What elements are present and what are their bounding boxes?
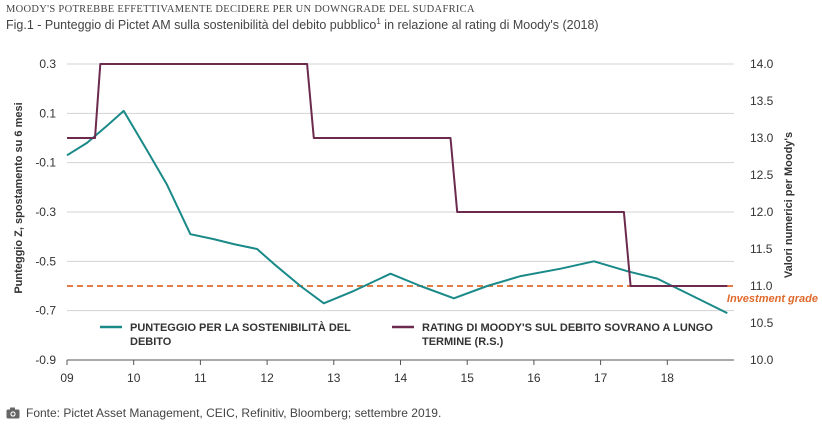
footnote-marker: 1 bbox=[376, 17, 381, 26]
y2-tick-label: 12.0 bbox=[750, 205, 774, 219]
y-tick-label: -0.3 bbox=[35, 205, 56, 219]
y2-tick-label: 11.0 bbox=[750, 279, 773, 293]
y2-tick-label: 14.0 bbox=[750, 57, 774, 71]
gridlines bbox=[67, 63, 734, 361]
x-tick-label: 17 bbox=[594, 371, 608, 385]
series-line-2 bbox=[67, 63, 728, 287]
camera-icon bbox=[6, 407, 20, 419]
y-axis-title: Punteggio Z, spostamento su 6 mesi bbox=[13, 102, 25, 293]
y-tick-label: 0.1 bbox=[39, 106, 56, 120]
y-tick-label: -0.7 bbox=[35, 304, 56, 318]
line-chart: 0.3 0.1 -0.1 -0.3 -0.5 -0.7 -0.9 14.0 13.5 13.0 12… bbox=[13, 57, 818, 385]
x-tick-label: 14 bbox=[394, 371, 408, 385]
y-tick-label: -0.9 bbox=[35, 353, 56, 367]
legend-label: RATING DI MOODY'S SUL DEBITO SOVRANO A L… bbox=[422, 322, 713, 348]
investment-grade-label: Investment grade bbox=[727, 293, 818, 305]
y2-tick-label: 10.0 bbox=[750, 353, 774, 367]
y2-tick-label: 11.5 bbox=[750, 242, 773, 256]
legend: PUNTEGGIO PER LA SOSTENIBILITÀ DEL DEBITO… bbox=[100, 321, 713, 348]
chart-title: Fig.1 - Punteggio di Pictet AM sulla sos… bbox=[6, 17, 599, 32]
y2-tick-label: 10.5 bbox=[750, 316, 774, 330]
x-tick-label: 18 bbox=[661, 371, 675, 385]
source-note: Fonte: Pictet Asset Management, CEIC, Re… bbox=[6, 406, 441, 420]
chart-title-tail: in relazione al rating di Moody's (2018) bbox=[380, 18, 599, 33]
y-tick-label: 0.3 bbox=[39, 57, 56, 71]
x-tick-label: 10 bbox=[127, 371, 141, 385]
legend-label: PUNTEGGIO PER LA SOSTENIBILITÀ DEL DEBITO bbox=[130, 321, 351, 348]
chart-title-main: Fig.1 - Punteggio di Pictet AM sulla sos… bbox=[6, 18, 377, 33]
source-text: Fonte: Pictet Asset Management, CEIC, Re… bbox=[26, 406, 442, 420]
chart-kicker: MOODY'S POTREBBE EFFETTIVAMENTE DECIDERE… bbox=[6, 4, 475, 15]
x-tick-label: 16 bbox=[527, 371, 541, 385]
x-tick-label: 11 bbox=[194, 371, 207, 385]
x-tick-label: 12 bbox=[260, 371, 274, 385]
y2-tick-label: 13.5 bbox=[750, 94, 774, 108]
y2-axis-title: Valori numerici per Moody's bbox=[783, 132, 795, 278]
axes: 0.3 0.1 -0.1 -0.3 -0.5 -0.7 -0.9 14.0 13.5 13.0 12… bbox=[13, 57, 795, 385]
x-tick-label: 15 bbox=[461, 371, 475, 385]
y-tick-label: -0.5 bbox=[35, 254, 56, 268]
y2-tick-label: 13.0 bbox=[750, 131, 774, 145]
x-tick-label: 09 bbox=[60, 371, 74, 385]
y2-tick-label: 12.5 bbox=[750, 168, 774, 182]
series-layer: Investment grade bbox=[66, 63, 818, 314]
y-tick-label: -0.1 bbox=[35, 156, 56, 170]
x-tick-label: 13 bbox=[327, 371, 341, 385]
